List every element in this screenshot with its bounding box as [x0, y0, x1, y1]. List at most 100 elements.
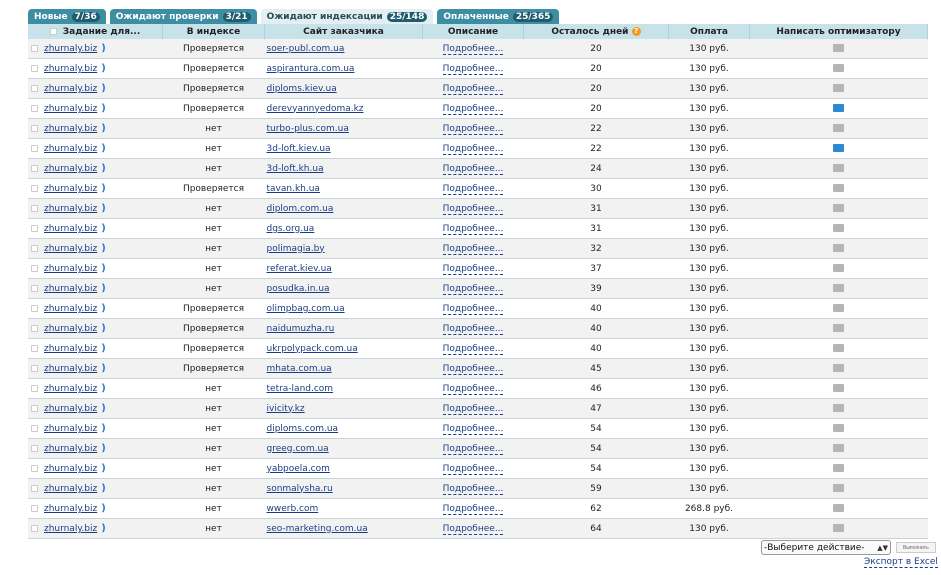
rss-icon[interactable]: ): [101, 83, 106, 94]
details-link[interactable]: Подробнее...: [442, 203, 504, 215]
rss-icon[interactable]: ): [101, 203, 106, 214]
mail-icon[interactable]: [833, 444, 844, 452]
site-link[interactable]: derevyannyedoma.kz: [266, 103, 364, 114]
rss-icon[interactable]: ): [101, 123, 106, 134]
row-checkbox[interactable]: [31, 385, 38, 392]
details-link[interactable]: Подробнее...: [442, 223, 504, 235]
col-days[interactable]: Осталось дней ?: [523, 24, 669, 39]
row-checkbox[interactable]: [31, 465, 38, 472]
site-link[interactable]: diploms.com.ua: [266, 423, 339, 434]
rss-icon[interactable]: ): [101, 523, 106, 534]
mail-icon[interactable]: [833, 344, 844, 352]
mail-icon[interactable]: [833, 104, 844, 112]
row-checkbox[interactable]: [31, 245, 38, 252]
site-link[interactable]: aspirantura.com.ua: [266, 63, 355, 74]
row-checkbox[interactable]: [31, 325, 38, 332]
details-link[interactable]: Подробнее...: [442, 183, 504, 195]
col-desc[interactable]: Описание: [422, 24, 524, 39]
task-link[interactable]: zhurnaly.biz: [44, 164, 98, 174]
row-checkbox[interactable]: [31, 305, 38, 312]
row-checkbox[interactable]: [31, 105, 38, 112]
rss-icon[interactable]: ): [101, 103, 106, 114]
rss-icon[interactable]: ): [101, 163, 106, 174]
site-link[interactable]: ivicity.kz: [266, 403, 305, 414]
rss-icon[interactable]: ): [101, 283, 106, 294]
tab-3[interactable]: Оплаченные 25/365: [437, 9, 560, 24]
task-link[interactable]: zhurnaly.biz: [44, 304, 98, 314]
row-checkbox[interactable]: [31, 225, 38, 232]
action-select[interactable]: -Выберите действие- ▲▼: [761, 540, 891, 555]
rss-icon[interactable]: ): [101, 383, 106, 394]
mail-icon[interactable]: [833, 64, 844, 72]
task-link[interactable]: zhurnaly.biz: [44, 324, 98, 334]
site-link[interactable]: polimagia.by: [266, 243, 325, 254]
task-link[interactable]: zhurnaly.biz: [44, 144, 98, 154]
rss-icon[interactable]: ): [101, 483, 106, 494]
details-link[interactable]: Подробнее...: [442, 363, 504, 375]
row-checkbox[interactable]: [31, 285, 38, 292]
row-checkbox[interactable]: [31, 45, 38, 52]
help-icon[interactable]: ?: [631, 26, 641, 36]
details-link[interactable]: Подробнее...: [442, 283, 504, 295]
details-link[interactable]: Подробнее...: [442, 443, 504, 455]
task-link[interactable]: zhurnaly.biz: [44, 104, 98, 114]
task-link[interactable]: zhurnaly.biz: [44, 284, 98, 294]
site-link[interactable]: 3d-loft.kh.ua: [266, 163, 324, 174]
rss-icon[interactable]: ): [101, 43, 106, 54]
row-checkbox[interactable]: [31, 145, 38, 152]
site-link[interactable]: dgs.org.ua: [266, 223, 315, 234]
task-link[interactable]: zhurnaly.biz: [44, 504, 98, 514]
details-link[interactable]: Подробнее...: [442, 163, 504, 175]
rss-icon[interactable]: ): [101, 363, 106, 374]
task-link[interactable]: zhurnaly.biz: [44, 404, 98, 414]
task-link[interactable]: zhurnaly.biz: [44, 244, 98, 254]
row-checkbox[interactable]: [31, 185, 38, 192]
task-link[interactable]: zhurnaly.biz: [44, 204, 98, 214]
site-link[interactable]: 3d-loft.kiev.ua: [266, 143, 331, 154]
details-link[interactable]: Подробнее...: [442, 123, 504, 135]
rss-icon[interactable]: ): [101, 423, 106, 434]
rss-icon[interactable]: ): [101, 343, 106, 354]
mail-icon[interactable]: [833, 124, 844, 132]
rss-icon[interactable]: ): [101, 183, 106, 194]
col-pay[interactable]: Оплата: [668, 24, 750, 39]
details-link[interactable]: Подробнее...: [442, 463, 504, 475]
row-checkbox[interactable]: [31, 265, 38, 272]
mail-icon[interactable]: [833, 384, 844, 392]
site-link[interactable]: greeg.com.ua: [266, 443, 329, 454]
task-link[interactable]: zhurnaly.biz: [44, 444, 98, 454]
site-link[interactable]: posudka.in.ua: [266, 283, 330, 294]
rss-icon[interactable]: ): [101, 503, 106, 514]
site-link[interactable]: yabpoela.com: [266, 463, 330, 474]
row-checkbox[interactable]: [31, 345, 38, 352]
row-checkbox[interactable]: [31, 405, 38, 412]
mail-icon[interactable]: [833, 84, 844, 92]
task-link[interactable]: zhurnaly.biz: [44, 64, 98, 74]
row-checkbox[interactable]: [31, 125, 38, 132]
site-link[interactable]: diplom.com.ua: [266, 203, 334, 214]
mail-icon[interactable]: [833, 204, 844, 212]
row-checkbox[interactable]: [31, 425, 38, 432]
rss-icon[interactable]: ): [101, 403, 106, 414]
task-link[interactable]: zhurnaly.biz: [44, 524, 98, 534]
details-link[interactable]: Подробнее...: [442, 423, 504, 435]
task-link[interactable]: zhurnaly.biz: [44, 484, 98, 494]
mail-icon[interactable]: [833, 524, 844, 532]
mail-icon[interactable]: [833, 144, 844, 152]
task-link[interactable]: zhurnaly.biz: [44, 424, 98, 434]
site-link[interactable]: soer-publ.com.ua: [266, 43, 345, 54]
mail-icon[interactable]: [833, 364, 844, 372]
details-link[interactable]: Подробнее...: [442, 523, 504, 535]
task-link[interactable]: zhurnaly.biz: [44, 364, 98, 374]
mail-icon[interactable]: [833, 184, 844, 192]
site-link[interactable]: olimpbag.com.ua: [266, 303, 345, 314]
site-link[interactable]: tavan.kh.ua: [266, 183, 320, 194]
mail-icon[interactable]: [833, 504, 844, 512]
col-site[interactable]: Сайт заказчика: [264, 24, 423, 39]
site-link[interactable]: mhata.com.ua: [266, 363, 332, 374]
rss-icon[interactable]: ): [101, 243, 106, 254]
details-link[interactable]: Подробнее...: [442, 503, 504, 515]
site-link[interactable]: sonmalysha.ru: [266, 483, 333, 494]
details-link[interactable]: Подробнее...: [442, 263, 504, 275]
details-link[interactable]: Подробнее...: [442, 323, 504, 335]
